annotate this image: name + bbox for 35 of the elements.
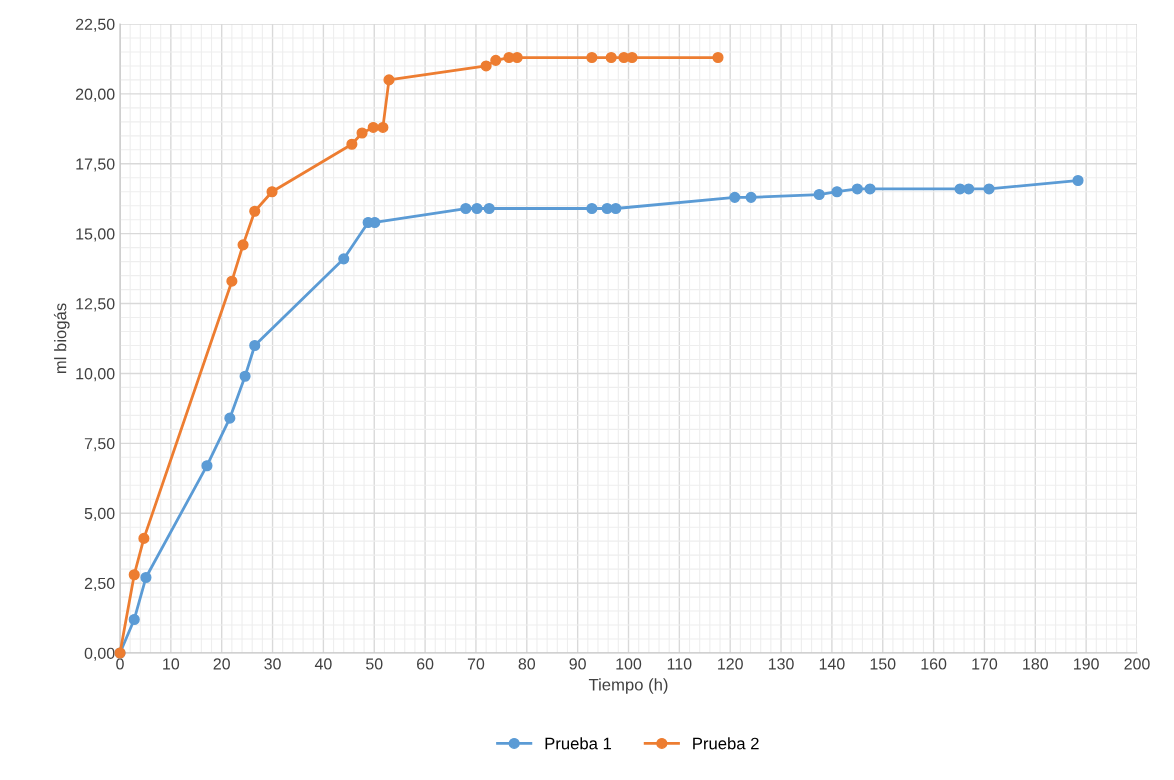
x-tick-label: 200 xyxy=(1124,658,1150,670)
y-tick-label: 22,50 xyxy=(75,18,115,32)
x-tick-label: 160 xyxy=(921,658,947,670)
x-tick-label: 60 xyxy=(417,658,434,670)
legend-label: Prueba 2 xyxy=(693,737,759,750)
y-tick-label: 15,00 xyxy=(76,228,115,242)
x-tick-label: 20 xyxy=(213,658,230,670)
y-tick-label: 2,50 xyxy=(84,577,115,591)
x-tick-label: 40 xyxy=(314,658,332,670)
x-tick-label: 90 xyxy=(569,658,586,670)
x-tick-label: 30 xyxy=(264,658,281,670)
y-axis-title: ml biogás xyxy=(53,303,70,374)
x-tick-label: 80 xyxy=(518,658,536,670)
y-tick-label: 20,00 xyxy=(75,88,115,102)
x-axis-title: Tiempo (h) xyxy=(588,678,668,694)
y-tick-label: 0,00 xyxy=(84,647,115,661)
x-tick-label: 120 xyxy=(718,658,743,670)
y-tick-label: 17,50 xyxy=(76,158,115,172)
x-tick-label: 140 xyxy=(819,658,845,670)
y-tick-label: 12,50 xyxy=(76,298,115,312)
x-tick-label: 100 xyxy=(616,658,642,670)
x-tick-label: 130 xyxy=(768,658,794,670)
x-tick-label: 190 xyxy=(1074,658,1099,670)
x-tick-label: 180 xyxy=(1023,658,1048,670)
x-tick-label: 50 xyxy=(366,658,383,670)
x-tick-label: 110 xyxy=(667,658,692,670)
y-tick-label: 7,50 xyxy=(84,437,115,452)
x-tick-label: 70 xyxy=(467,658,485,670)
y-tick-label: 10,00 xyxy=(76,368,115,382)
x-tick-label: 10 xyxy=(163,658,180,670)
x-tick-label: 150 xyxy=(870,658,896,670)
y-tick-label: 5,00 xyxy=(84,507,115,522)
x-tick-label: 0 xyxy=(116,658,124,670)
x-tick-label: 170 xyxy=(972,658,998,670)
legend-label: Prueba 1 xyxy=(545,737,612,750)
